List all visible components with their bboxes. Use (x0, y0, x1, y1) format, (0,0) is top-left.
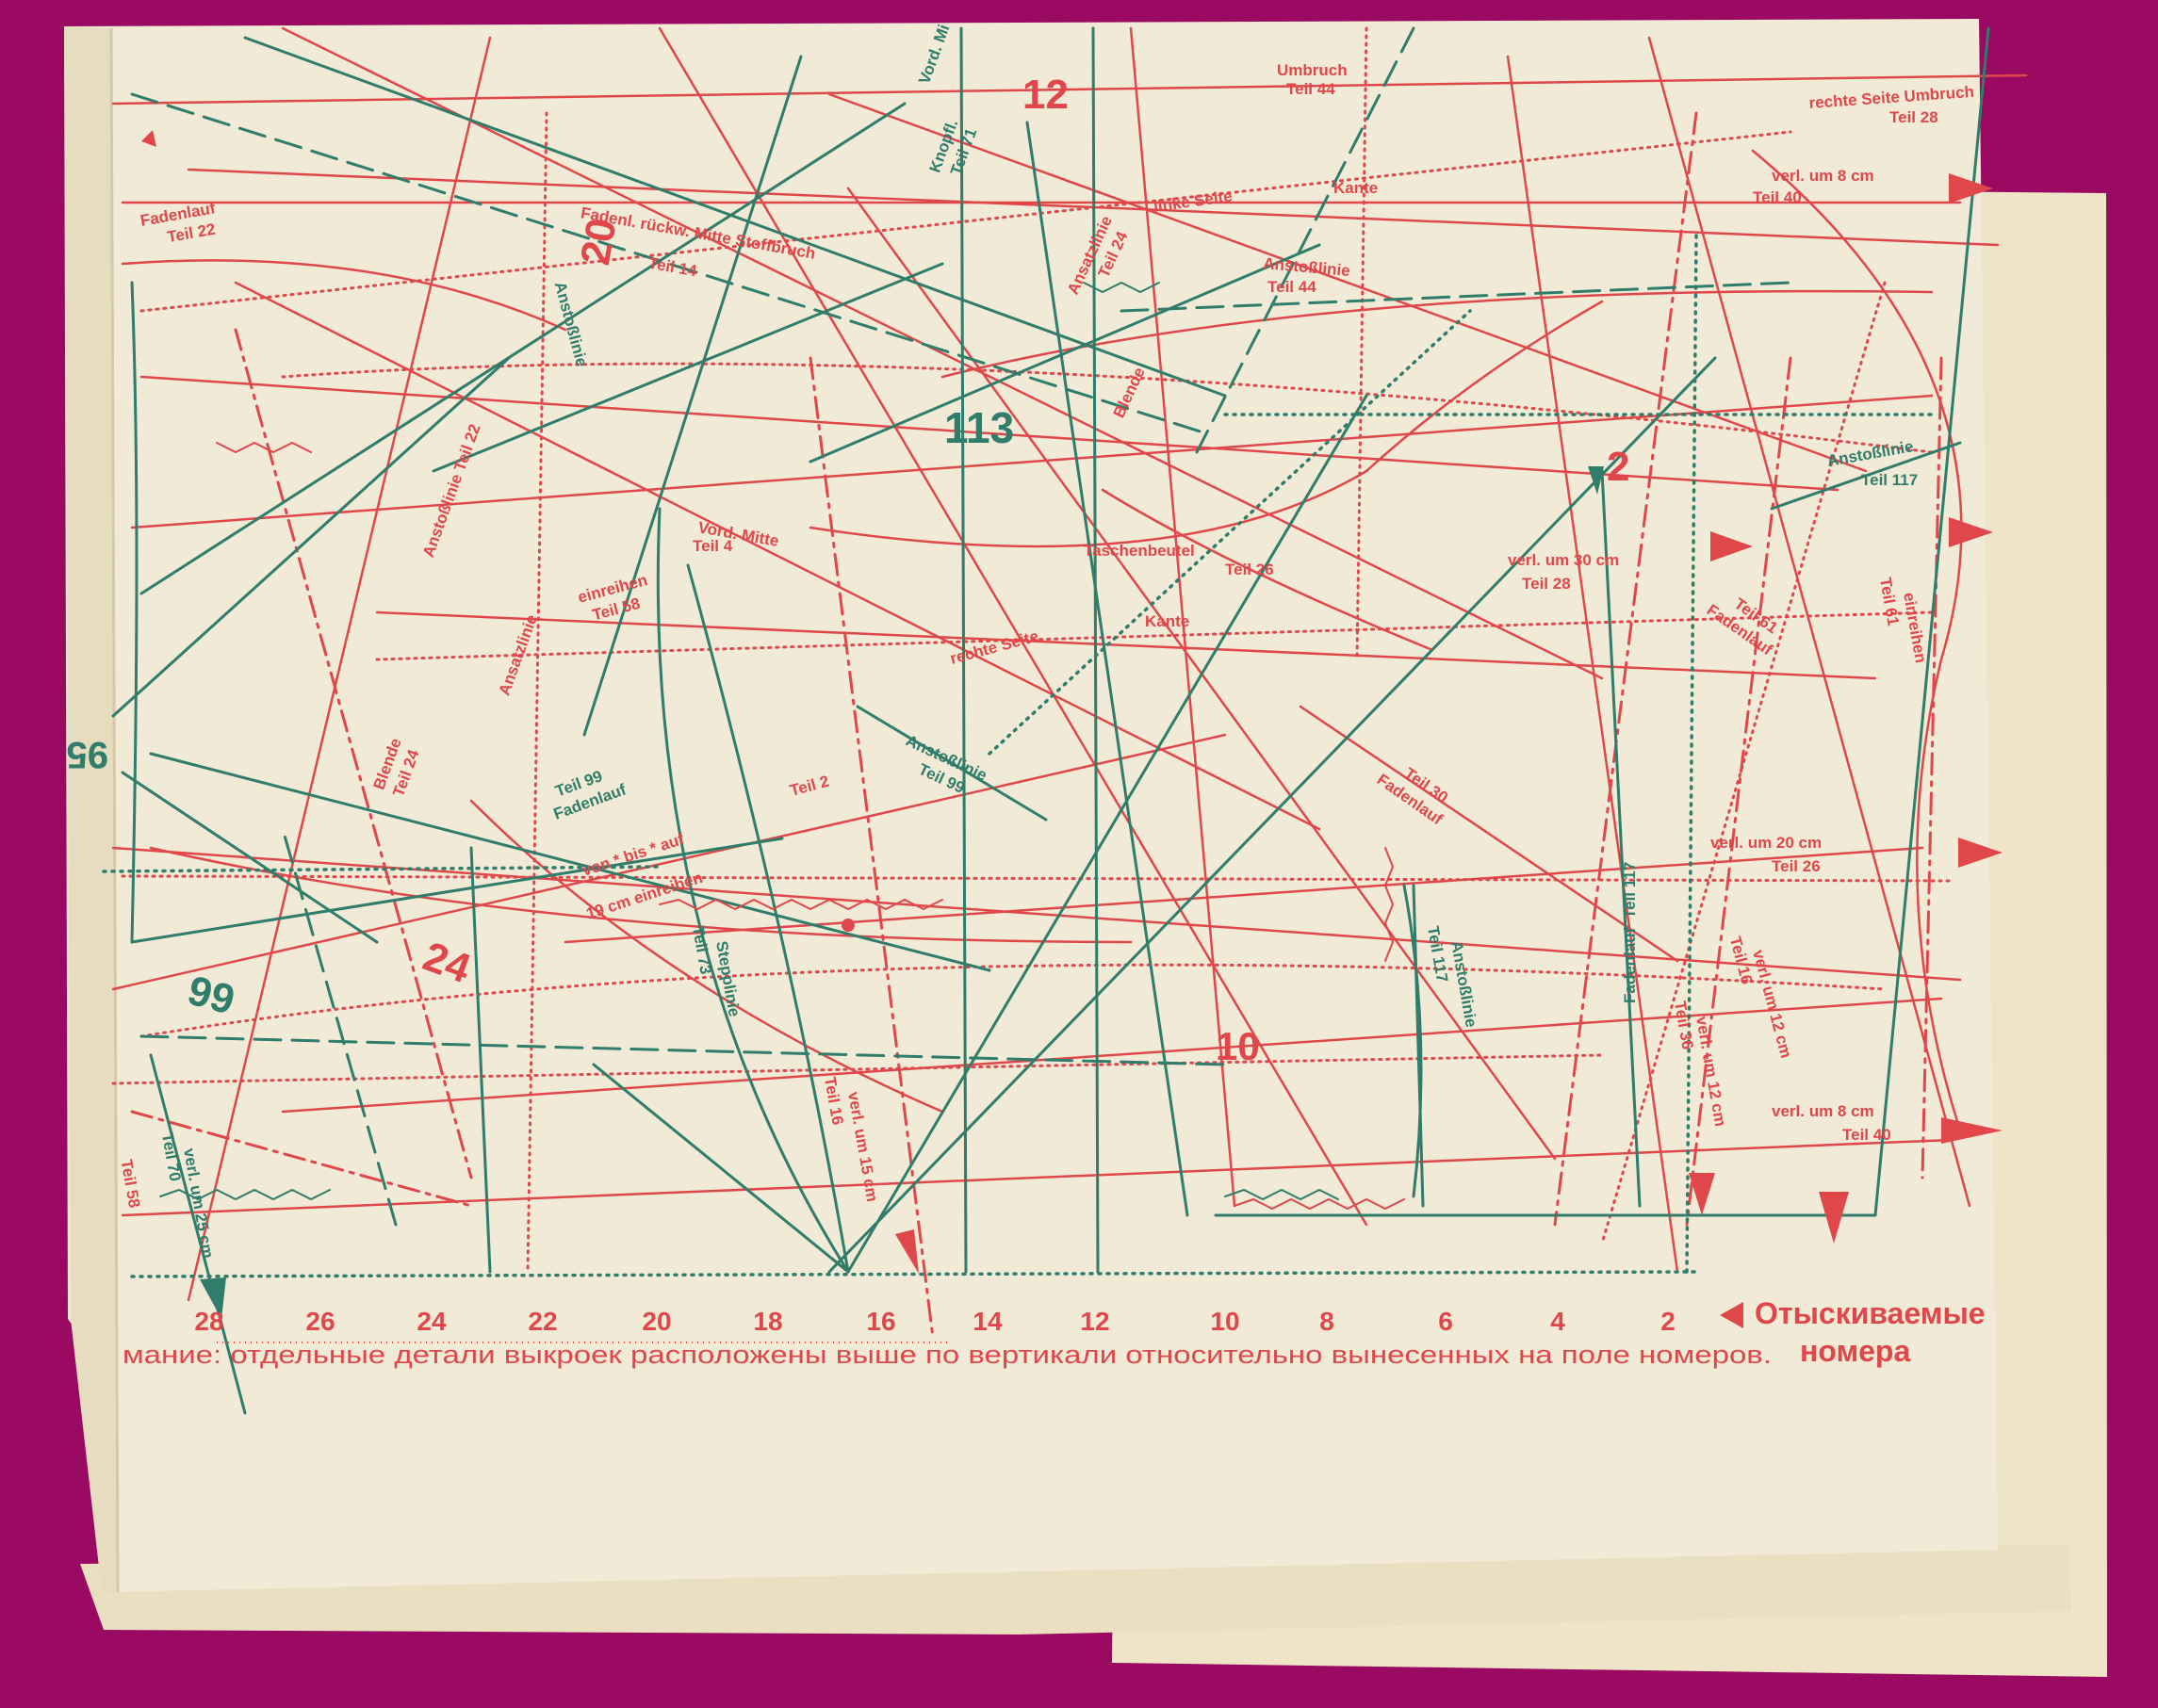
scale-number: 24 (417, 1307, 447, 1336)
label: Teil 44 (1267, 278, 1316, 296)
scale-number: 12 (1080, 1307, 1109, 1336)
scale-number: 4 (1550, 1307, 1565, 1336)
label: Kante (1145, 612, 1189, 630)
label: verl. um 30 cm (1508, 551, 1619, 569)
search-number-scale: 28 26 24 22 20 18 16 14 12 10 8 6 4 2 Отыскиваемые но… (194, 1296, 1985, 1368)
search-label-line2: номера (1800, 1334, 1910, 1368)
label: Teil 28 (1522, 575, 1571, 593)
label: Teil 117 (1621, 862, 1639, 919)
piece-number-95: 95 (67, 734, 109, 775)
label: Fadenlauf (1621, 927, 1639, 1003)
piece-number-10: 10 (1216, 1024, 1260, 1068)
piece-number-2: 2 (1607, 444, 1629, 490)
piece-numbers: 12 20 113 2 24 99 10 95 (67, 72, 1630, 1068)
scale-number: 8 (1319, 1307, 1334, 1336)
piece-number-20: 20 (572, 215, 626, 268)
label: Kante (1333, 179, 1378, 197)
label: verl. um 8 cm (1772, 1102, 1874, 1120)
scale-number: 14 (973, 1307, 1003, 1336)
label: Teil 44 (1286, 80, 1335, 98)
scale-number: 20 (642, 1307, 671, 1336)
label: Teil 117 (1861, 471, 1918, 489)
scale-number: 26 (305, 1307, 335, 1336)
label: Teil 26 (1772, 857, 1821, 875)
label: verl. um 20 cm (1710, 834, 1822, 852)
scale-number: 10 (1210, 1307, 1239, 1336)
pattern-lines (102, 26, 2028, 1415)
scale-arrow (1720, 1302, 1743, 1328)
label: Teil 40 (1842, 1126, 1891, 1144)
label: Teil 26 (1225, 561, 1274, 578)
notice-text: мание: отдельные детали выкроек располож… (123, 1341, 1772, 1369)
scale-number: 2 (1660, 1307, 1676, 1336)
search-label-line1: Отыскиваемые (1755, 1296, 1986, 1330)
label: Teil 28 (1889, 108, 1938, 126)
label: Teil 40 (1753, 188, 1802, 206)
scale-number: 18 (753, 1307, 782, 1336)
piece-number-12: 12 (1022, 72, 1069, 118)
scale-number: 6 (1438, 1307, 1453, 1336)
scale-number: 28 (194, 1307, 223, 1336)
label: Umbruch (1277, 61, 1348, 79)
label: Teil 4 (693, 537, 733, 555)
scale-number: 16 (866, 1307, 895, 1336)
label: Taschenbeutel (1084, 542, 1195, 560)
label: verl. um 8 cm (1772, 167, 1874, 185)
scale-number: 22 (528, 1307, 557, 1336)
piece-number-113: 113 (944, 403, 1014, 452)
paper-fold-strip (64, 26, 118, 1592)
